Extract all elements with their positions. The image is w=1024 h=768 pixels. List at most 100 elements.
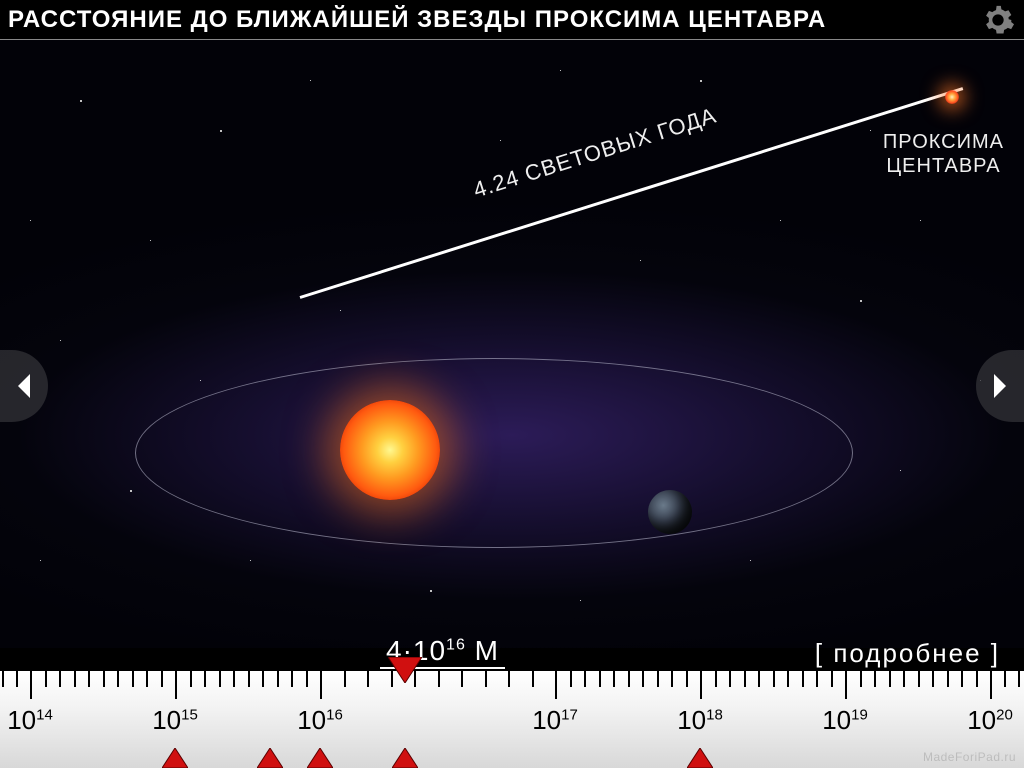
tick-major [30, 671, 32, 699]
star [310, 80, 311, 81]
tick-minor [190, 671, 192, 687]
tick-minor [461, 671, 463, 687]
tick-minor [889, 671, 891, 687]
star [860, 300, 862, 302]
tick-minor [485, 671, 487, 687]
tick-minor [508, 671, 510, 687]
next-button[interactable] [976, 350, 1024, 422]
tick-minor [932, 671, 934, 687]
tick-minor [860, 671, 862, 687]
tick-minor [59, 671, 61, 687]
settings-button[interactable] [980, 2, 1016, 38]
tick-minor [233, 671, 235, 687]
tick-minor [103, 671, 105, 687]
ruler[interactable]: 1014 1015 1016 1017 1018 1019 1020 MadeForiPad… [0, 671, 1024, 768]
tick-minor [715, 671, 717, 687]
scene: 4.24 СВЕТОВЫХ ГОДА ПРОКСИМА ЦЕНТАВРА [0, 40, 1024, 648]
tick-minor [2, 671, 4, 687]
tick-major [555, 671, 557, 699]
ruler-marker [162, 748, 188, 768]
tick-minor [1004, 671, 1006, 687]
scale-exp: 16 [446, 637, 466, 654]
tick-minor [74, 671, 76, 687]
tick-minor [132, 671, 134, 687]
tick-minor [947, 671, 949, 687]
tick-minor [367, 671, 369, 687]
earth-orbit [135, 358, 853, 548]
distance-line [300, 87, 964, 299]
tick-minor [758, 671, 760, 687]
tick-minor [291, 671, 293, 687]
sun [340, 400, 440, 500]
ruler-marker [392, 748, 418, 768]
star [870, 130, 871, 131]
ruler-pointer[interactable] [388, 657, 422, 688]
star [60, 340, 61, 341]
proxima-label: ПРОКСИМА ЦЕНТАВРА [883, 130, 1004, 178]
star [580, 600, 581, 601]
ruler-label: 1014 [7, 705, 53, 736]
ruler-marker [257, 748, 283, 768]
tick-minor [532, 671, 534, 687]
tick-minor [248, 671, 250, 687]
watermark: MadeForiPad.ru [923, 750, 1016, 764]
more-button[interactable]: [ подробнее ] [815, 638, 1000, 669]
tick-minor [262, 671, 264, 687]
star [200, 380, 201, 381]
star [750, 560, 751, 561]
tick-minor [686, 671, 688, 687]
star [80, 100, 82, 102]
star [560, 70, 561, 71]
ruler-label: 1019 [822, 705, 868, 736]
tick-minor [671, 671, 673, 687]
star [430, 590, 432, 592]
proxima-centauri [945, 90, 959, 104]
ruler-label: 1018 [677, 705, 723, 736]
proxima-label-line1: ПРОКСИМА [883, 131, 1004, 153]
star [500, 140, 501, 141]
tick-major [845, 671, 847, 699]
tick-minor [45, 671, 47, 687]
star [150, 240, 151, 241]
ruler-label: 1020 [967, 705, 1013, 736]
tick-minor [903, 671, 905, 687]
prev-button[interactable] [0, 350, 48, 422]
tick-minor [787, 671, 789, 687]
tick-minor [570, 671, 572, 687]
header: РАССТОЯНИЕ ДО БЛИЖАЙШЕЙ ЗВЕЗДЫ ПРОКСИМА … [0, 0, 1024, 40]
gear-icon [981, 3, 1015, 37]
ruler-marker [687, 748, 713, 768]
tick-minor [161, 671, 163, 687]
tick-minor [657, 671, 659, 687]
star [900, 470, 901, 471]
star [30, 220, 31, 221]
star [700, 80, 702, 82]
tick-minor [816, 671, 818, 687]
tick-minor [277, 671, 279, 687]
star [220, 130, 222, 132]
star [40, 560, 41, 561]
tick-minor [219, 671, 221, 687]
earth [648, 490, 692, 534]
tick-minor [204, 671, 206, 687]
tick-major [700, 671, 702, 699]
tick-minor [306, 671, 308, 687]
tick-minor [1018, 671, 1020, 687]
star [250, 560, 251, 561]
tick-minor [344, 671, 346, 687]
distance-label: 4.24 СВЕТОВЫХ ГОДА [424, 88, 766, 218]
tick-minor [88, 671, 90, 687]
tick-minor [117, 671, 119, 687]
tick-minor [16, 671, 18, 687]
tick-minor [773, 671, 775, 687]
star [920, 220, 921, 221]
ruler-marker [307, 748, 333, 768]
chevron-left-icon [15, 374, 33, 398]
scale-unit: М [466, 635, 499, 666]
ruler-label: 1017 [532, 705, 578, 736]
tick-minor [976, 671, 978, 687]
ruler-label: 1016 [297, 705, 343, 736]
ruler-label: 1015 [152, 705, 198, 736]
tick-minor [918, 671, 920, 687]
scale-bar: 4·1016 М [ подробнее ] [0, 625, 1024, 671]
